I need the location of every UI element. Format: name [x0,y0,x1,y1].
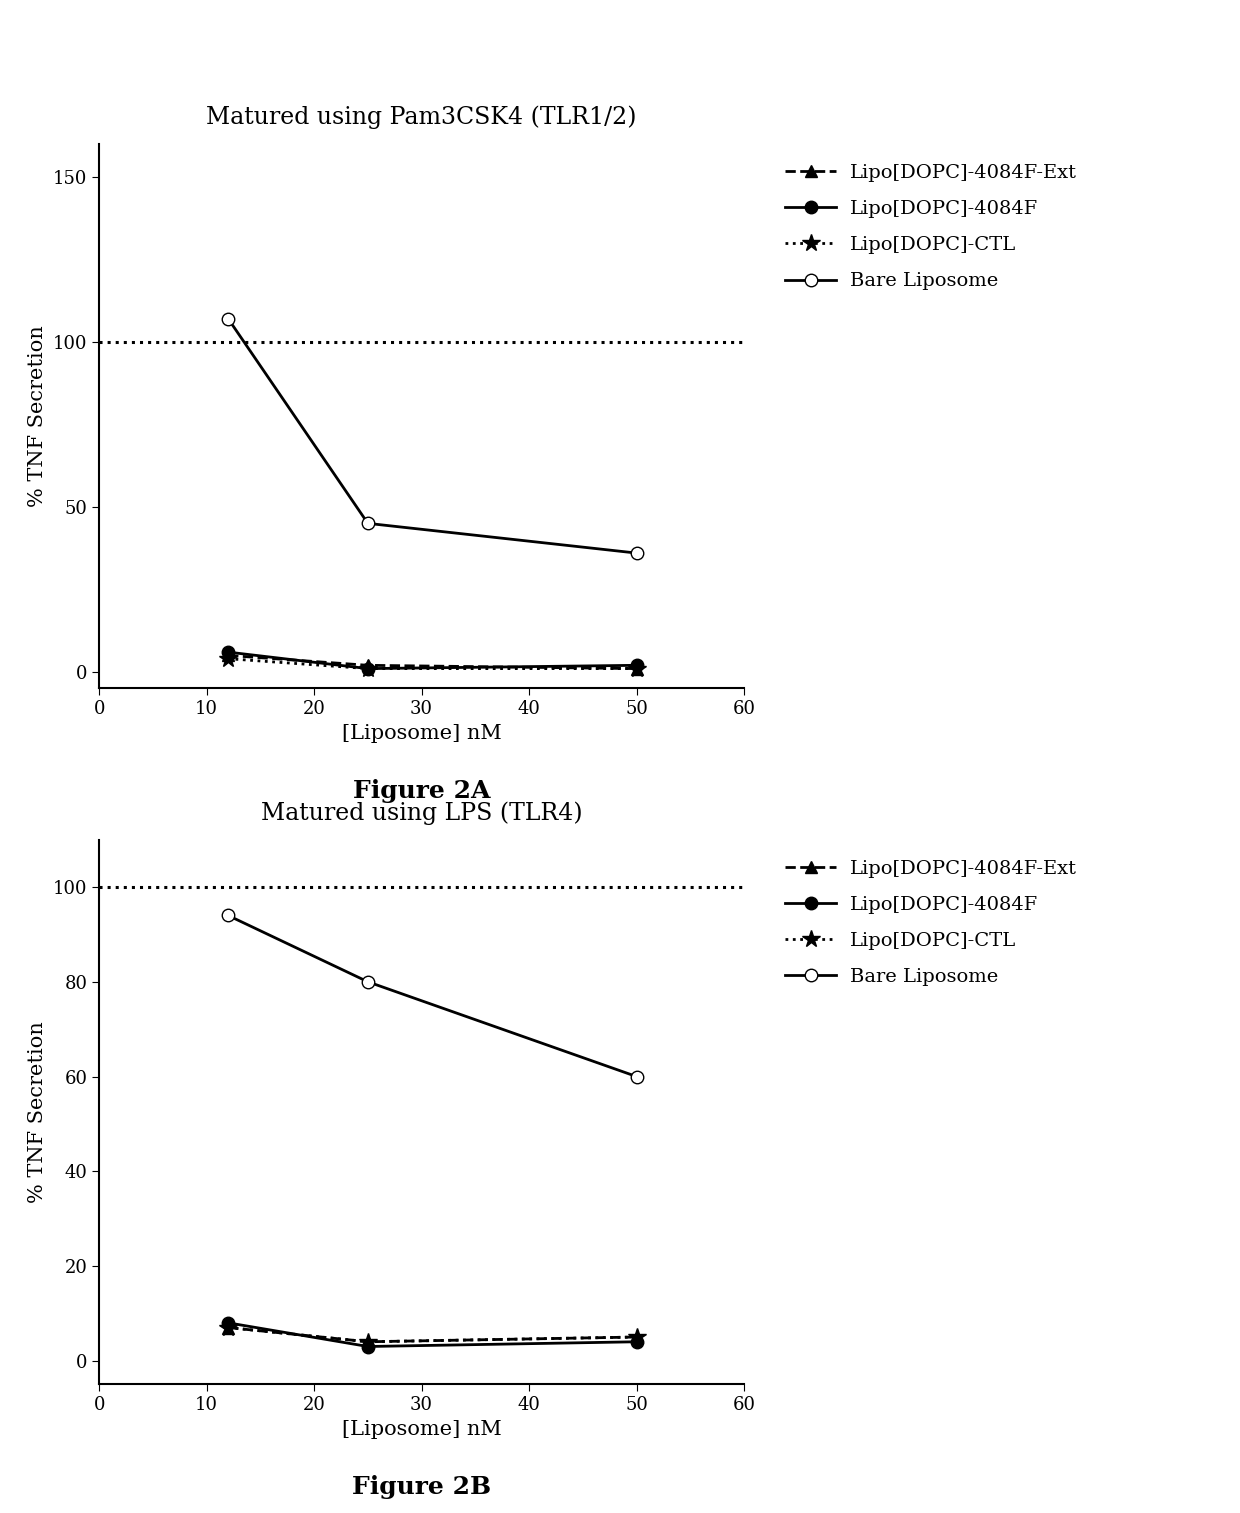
X-axis label: [Liposome] nM: [Liposome] nM [342,1419,501,1439]
Title: Matured using LPS (TLR4): Matured using LPS (TLR4) [260,802,583,825]
Y-axis label: % TNF Secretion: % TNF Secretion [29,1021,47,1203]
Text: Figure 2A: Figure 2A [353,779,490,803]
Title: Matured using Pam3CSK4 (TLR1/2): Matured using Pam3CSK4 (TLR1/2) [206,106,637,129]
Legend: Lipo[DOPC]-4084F-Ext, Lipo[DOPC]-4084F, Lipo[DOPC]-CTL, Bare Liposome: Lipo[DOPC]-4084F-Ext, Lipo[DOPC]-4084F, … [785,859,1078,986]
Text: Figure 2B: Figure 2B [352,1475,491,1499]
X-axis label: [Liposome] nM: [Liposome] nM [342,723,501,743]
Legend: Lipo[DOPC]-4084F-Ext, Lipo[DOPC]-4084F, Lipo[DOPC]-CTL, Bare Liposome: Lipo[DOPC]-4084F-Ext, Lipo[DOPC]-4084F, … [785,163,1078,290]
Y-axis label: % TNF Secretion: % TNF Secretion [29,325,47,507]
